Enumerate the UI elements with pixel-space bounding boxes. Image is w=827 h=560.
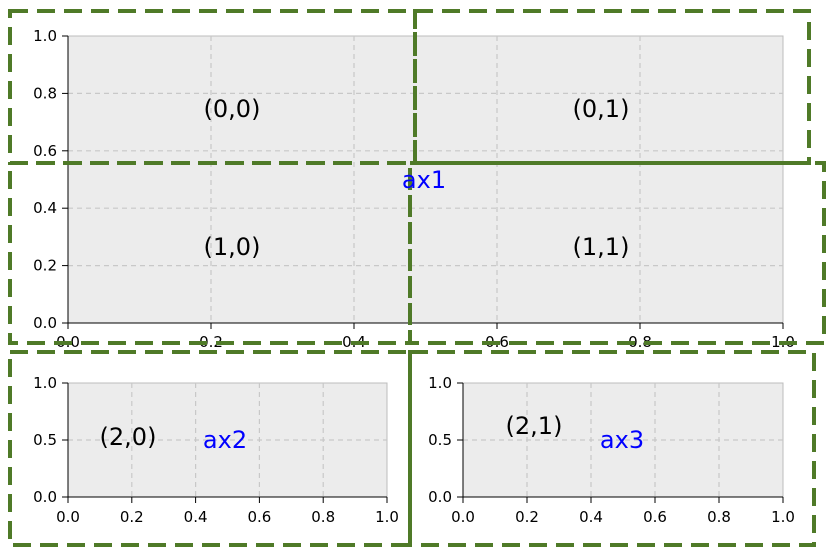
ax2-axes: 1.0 0.5 0.0 0.0 0.2 0.4 0.6 0.8 1.0 xyxy=(33,374,399,526)
ax1-plot-area xyxy=(67,35,784,324)
ax2-tick-marks xyxy=(62,382,388,503)
ax3-y-tick-label: 1.0 xyxy=(428,374,452,392)
ax3-x-tick-label: 1.0 xyxy=(771,508,795,526)
ax2-x-tick-label: 0.4 xyxy=(184,508,208,526)
cell-outline-1-1 xyxy=(408,161,826,345)
ax2-gridlines xyxy=(68,383,387,497)
ax2-name-label: ax2 xyxy=(203,426,247,454)
cell-label-1-1: (1,1) xyxy=(573,233,630,261)
ax3-y-tick-label: 0.5 xyxy=(428,431,452,449)
ax2-x-tick-label: 1.0 xyxy=(375,508,399,526)
ax1-y-tick-label: 0.4 xyxy=(33,199,57,217)
ax3-axes: 1.0 0.5 0.0 0.0 0.2 0.4 0.6 0.8 1.0 xyxy=(428,374,795,526)
ax1-y-tick-label: 1.0 xyxy=(33,27,57,45)
ax1-y-tick-label: 0.0 xyxy=(33,314,57,332)
ax3-x-tick-label: 0.2 xyxy=(515,508,539,526)
ax2-y-tick-label: 0.5 xyxy=(33,431,57,449)
ax3-x-tick-label: 0.4 xyxy=(579,508,603,526)
ax1-y-tick-label: 0.2 xyxy=(33,257,57,275)
ax3-x-tick-label: 0.0 xyxy=(451,508,475,526)
ax3-x-tick-label: 0.8 xyxy=(707,508,731,526)
ax1-y-tick-label: 0.8 xyxy=(33,84,57,102)
cell-label-2-0: (2,0) xyxy=(100,423,157,451)
ax1-gridlines xyxy=(68,36,783,323)
ax2-y-tick-label: 0.0 xyxy=(33,488,57,506)
ax1-name-label: ax1 xyxy=(402,166,446,194)
cell-label-0-1: (0,1) xyxy=(573,95,630,123)
ax3-y-tick-label: 0.0 xyxy=(428,488,452,506)
ax1-tick-marks xyxy=(62,35,784,329)
ax1-axes: 1.0 0.8 0.6 0.4 0.2 0.0 0.0 0.2 0.4 0.6 … xyxy=(33,27,795,351)
ax2-y-tick-label: 1.0 xyxy=(33,374,57,392)
ax1-x-tick-label: 0.2 xyxy=(199,333,223,351)
ax3-plot-area xyxy=(462,382,784,498)
ax3-name-label: ax3 xyxy=(600,426,644,454)
cell-label-1-0: (1,0) xyxy=(204,233,261,261)
ax2-x-tick-label: 0.0 xyxy=(56,508,80,526)
gridspec-cell-outlines xyxy=(8,9,826,547)
cell-outline-2-1 xyxy=(408,350,816,547)
ax3-x-tick-label: 0.6 xyxy=(643,508,667,526)
cell-label-2-1: (2,1) xyxy=(506,412,563,440)
cell-label-0-0: (0,0) xyxy=(204,95,261,123)
ax3-gridlines xyxy=(463,383,783,497)
ax2-x-tick-label: 0.6 xyxy=(247,508,271,526)
ax2-x-tick-label: 0.8 xyxy=(311,508,335,526)
ax1-y-tick-label: 0.6 xyxy=(33,142,57,160)
ax2-x-tick-label: 0.2 xyxy=(120,508,144,526)
ax1-x-tick-label: 0.8 xyxy=(628,333,652,351)
ax3-tick-marks xyxy=(457,382,784,503)
